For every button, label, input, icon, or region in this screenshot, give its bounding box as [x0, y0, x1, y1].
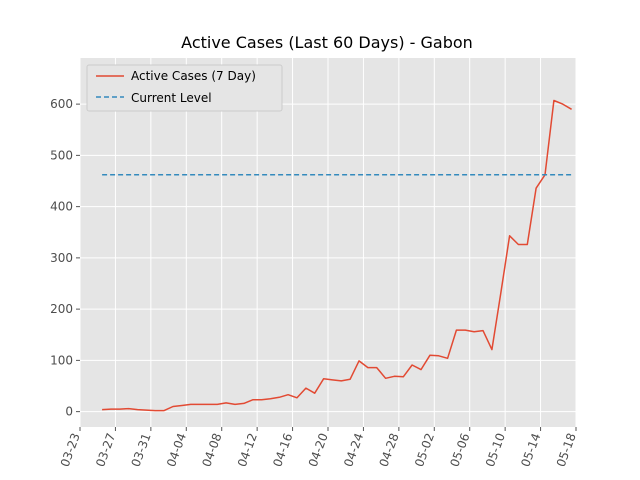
x-tick-label: 04-24: [341, 431, 366, 469]
chart-title: Active Cases (Last 60 Days) - Gabon: [181, 33, 473, 52]
x-axis: 03-23 03-27 03-31 04-04 04-08 04-12 04-16 04-20…: [58, 427, 579, 469]
x-tick-label: 03-23: [58, 431, 83, 469]
legend-box: [86, 64, 283, 112]
x-tick-label: 05-18: [554, 431, 579, 469]
y-tick-label: 200: [50, 302, 73, 316]
x-tick-label: 04-08: [199, 431, 224, 469]
y-tick-label: 0: [65, 405, 73, 419]
x-tick-label: 04-20: [306, 431, 331, 469]
legend-label-active-cases: Active Cases (7 Day): [131, 69, 256, 83]
y-tick-label: 400: [50, 200, 73, 214]
y-axis: 0 100 200 300 400 500 600: [50, 97, 80, 419]
y-tick-label: 600: [50, 97, 73, 111]
legend-label-current-level: Current Level: [131, 91, 212, 105]
x-tick-label: 04-16: [270, 431, 295, 469]
x-tick-label: 05-14: [518, 431, 543, 469]
y-tick-label: 100: [50, 353, 73, 367]
x-tick-label: 03-27: [93, 431, 118, 469]
x-tick-label: 04-28: [377, 431, 402, 469]
y-tick-label: 300: [50, 251, 73, 265]
x-tick-label: 04-12: [235, 431, 260, 469]
series-layer: [102, 99, 572, 412]
x-tick-label: 03-31: [129, 431, 154, 469]
legend: Active Cases (7 Day) Current Level: [86, 64, 283, 112]
x-tick-label: 05-06: [447, 431, 472, 469]
x-tick-label: 05-02: [412, 431, 437, 469]
grid: [79, 58, 577, 427]
series-active-cases-line: [102, 99, 572, 412]
x-tick-label: 04-04: [164, 431, 189, 469]
x-tick-label: 05-10: [483, 431, 508, 469]
y-tick-label: 500: [50, 148, 73, 162]
